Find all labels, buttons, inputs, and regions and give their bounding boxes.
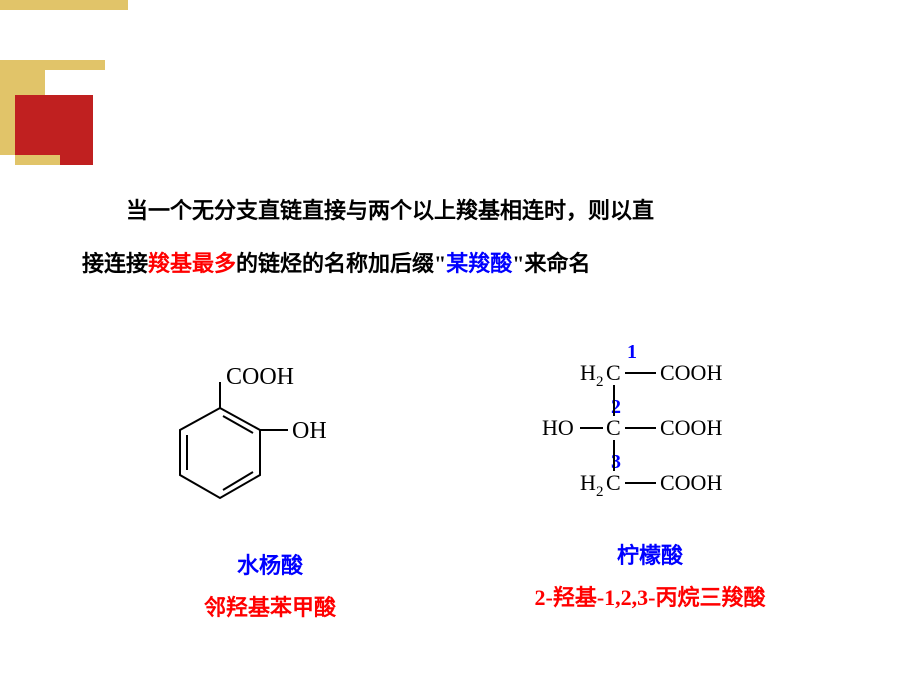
decor-rect bbox=[45, 60, 105, 70]
citric-acid-structure: 1 2 3 H 2 C COOH HO C COOH H 2 C COOH bbox=[500, 340, 800, 520]
atom-label: COOH bbox=[660, 415, 722, 440]
text-segment: "来命名 bbox=[512, 251, 590, 276]
atom-label: C bbox=[606, 470, 621, 495]
text-segment: 的链烃的名称加后缀" bbox=[236, 251, 446, 276]
atom-label-cooh: COOH bbox=[226, 364, 294, 390]
citric-acid-block: 1 2 3 H 2 C COOH HO C COOH H 2 C COOH bbox=[480, 340, 820, 612]
atom-label-sub: 2 bbox=[596, 374, 604, 390]
text-segment-emphasis: 羧基最多 bbox=[148, 251, 236, 276]
salicylic-acid-structure: COOH OH bbox=[160, 360, 380, 530]
decor-rect bbox=[15, 95, 93, 155]
atom-label: COOH bbox=[660, 360, 722, 385]
text-segment: 当一个无分支直链直接与两个以上羧基相连时，则以直 bbox=[126, 198, 654, 223]
text-segment: 接连接 bbox=[82, 251, 148, 276]
atom-label-sub: 2 bbox=[596, 484, 604, 500]
decor-rect bbox=[60, 155, 93, 165]
locant-1: 1 bbox=[627, 341, 637, 363]
citric-name-common: 柠檬酸 bbox=[480, 538, 820, 570]
salicylic-name-systematic: 邻羟基苯甲酸 bbox=[140, 590, 400, 622]
citric-name-systematic: 2-羟基-1,2,3-丙烷三羧酸 bbox=[480, 580, 820, 612]
atom-label: C bbox=[606, 360, 621, 385]
atom-label: H bbox=[580, 470, 596, 495]
atom-label: HO bbox=[542, 415, 574, 440]
atom-label: H bbox=[580, 360, 596, 385]
text-segment-term: 某羧酸 bbox=[446, 251, 512, 276]
atom-label: COOH bbox=[660, 470, 722, 495]
decor-rect bbox=[78, 0, 128, 10]
body-text: 当一个无分支直链直接与两个以上羧基相连时，则以直 接连接羧基最多的链烃的名称加后… bbox=[82, 185, 872, 291]
salicylic-acid-block: COOH OH 水杨酸 邻羟基苯甲酸 bbox=[140, 360, 400, 622]
atom-label-oh: OH bbox=[292, 418, 327, 444]
decor-rect bbox=[0, 0, 80, 10]
atom-label: C bbox=[606, 415, 621, 440]
salicylic-name-common: 水杨酸 bbox=[140, 548, 400, 580]
structures-row: COOH OH 水杨酸 邻羟基苯甲酸 1 2 3 H 2 C COOH HO C… bbox=[0, 340, 920, 660]
corner-decoration bbox=[0, 0, 920, 200]
